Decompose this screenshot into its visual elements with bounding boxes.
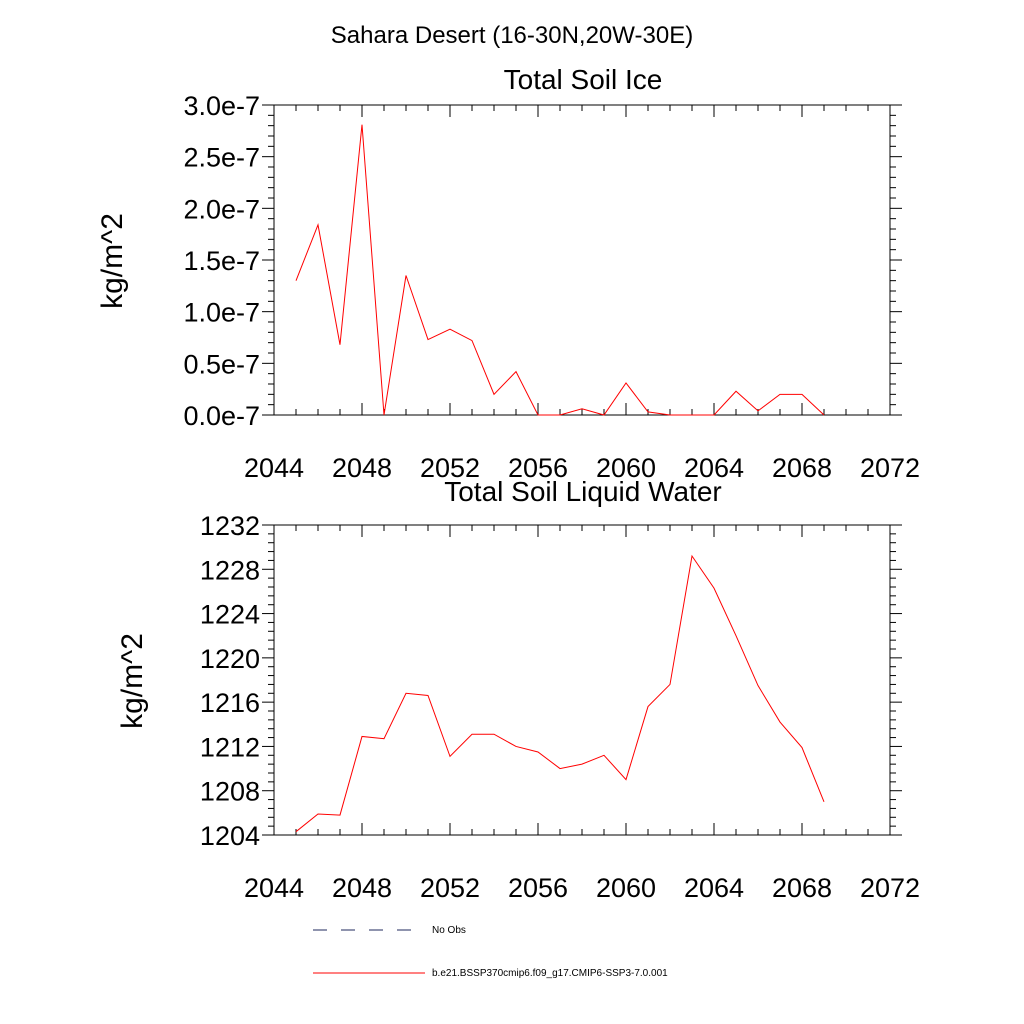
panel-title: Total Soil Liquid Water: [444, 476, 722, 507]
y-tick-label: 1216: [200, 688, 260, 718]
y-tick-label: 1.0e-7: [183, 298, 260, 328]
y-axis-label: kg/m^2: [116, 633, 149, 729]
panel-total-soil-ice: Total Soil Ice kg/m^2 2044 2048 2052 2056 20…: [96, 64, 920, 483]
y-tick-label: 0.5e-7: [183, 349, 260, 379]
y-tick-label: 1220: [200, 644, 260, 674]
x-tick-label: 2060: [596, 873, 656, 903]
y-tick-label: 1208: [200, 777, 260, 807]
y-tick-label: 2.5e-7: [183, 143, 260, 173]
panel-total-soil-liquid-water: Total Soil Liquid Water kg/m^2 2044 2048 2…: [116, 476, 920, 903]
x-tick-label: 2064: [684, 453, 744, 483]
plot-frame: [273, 524, 891, 836]
legend-label: No Obs: [432, 925, 466, 936]
legend: No Obs b.e21.BSSP370cmip6.f09_g17.CMIP6-…: [313, 925, 668, 979]
y-axis-label: kg/m^2: [96, 213, 129, 309]
x-tick-label: 2048: [332, 873, 392, 903]
x-tick-label: 2044: [244, 873, 304, 903]
x-tick-label: 2064: [684, 873, 744, 903]
y-tick-label: 1224: [200, 600, 260, 630]
y-tick-label: 1.5e-7: [183, 246, 260, 276]
legend-label: b.e21.BSSP370cmip6.f09_g17.CMIP6-SSP3-7.…: [432, 968, 668, 979]
legend-item-no-obs: No Obs: [313, 925, 466, 936]
legend-item-model-run: b.e21.BSSP370cmip6.f09_g17.CMIP6-SSP3-7.…: [313, 968, 668, 979]
y-tick-label: 1212: [200, 732, 260, 762]
x-tick-label: 2044: [244, 453, 304, 483]
x-tick-label: 2068: [772, 873, 832, 903]
y-tick-label: 3.0e-7: [183, 91, 260, 121]
x-tick-label: 2052: [420, 453, 480, 483]
x-tick-label: 2056: [508, 873, 568, 903]
x-tick-label: 2060: [596, 453, 656, 483]
y-tick-label: 0.0e-7: [183, 401, 260, 431]
panel-title: Total Soil Ice: [504, 64, 663, 95]
figure-title: Sahara Desert (16-30N,20W-30E): [331, 22, 693, 49]
y-tick-label: 1204: [200, 821, 260, 851]
x-tick-label: 2068: [772, 453, 832, 483]
y-tick-label: 2.0e-7: [183, 194, 260, 224]
x-tick-label: 2052: [420, 873, 480, 903]
y-tick-label: 1232: [200, 511, 260, 541]
x-tick-label: 2056: [508, 453, 568, 483]
series-line: [295, 554, 825, 833]
series-line: [295, 124, 825, 416]
y-tick-label: 1228: [200, 555, 260, 585]
plot-frame: [273, 104, 891, 416]
x-tick-label: 2072: [860, 453, 920, 483]
x-tick-label: 2072: [860, 873, 920, 903]
x-tick-label: 2048: [332, 453, 392, 483]
